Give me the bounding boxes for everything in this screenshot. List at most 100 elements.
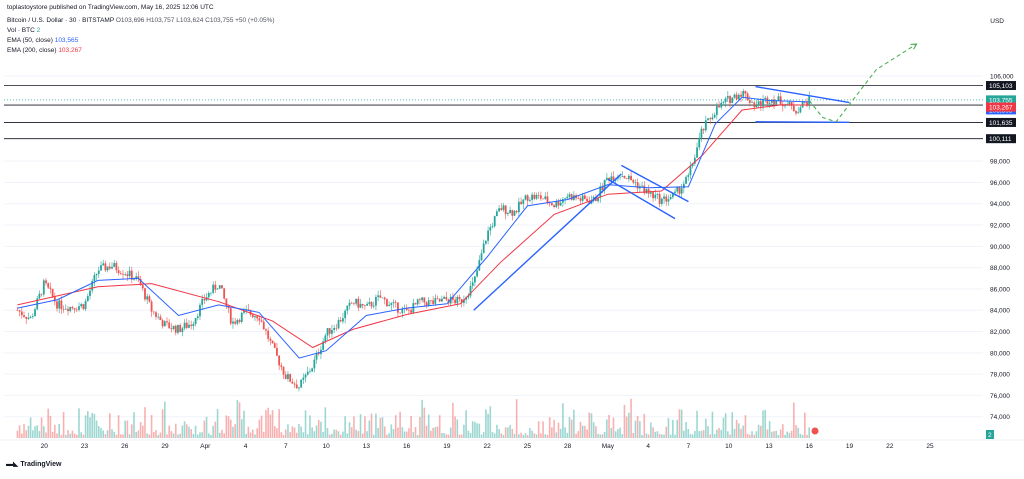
volume-bar <box>601 434 604 438</box>
volume-bar <box>306 434 309 438</box>
volume-bar <box>280 432 283 438</box>
candle-body <box>504 205 507 215</box>
candle-body <box>214 284 217 290</box>
candle-body <box>75 309 78 311</box>
volume-bar <box>546 434 549 438</box>
volume-bar <box>256 428 258 438</box>
candle-body <box>249 310 252 315</box>
candle-body <box>597 197 599 202</box>
volume-bar <box>614 431 617 438</box>
ohlc-values: O103,696 H103,757 L103,624 C103,755 +50 … <box>115 17 275 24</box>
candle-body <box>179 324 182 332</box>
volume-bar <box>529 427 531 438</box>
price-label-text: 103,267 <box>989 105 1013 112</box>
candle-body <box>740 94 742 97</box>
candle-body <box>31 316 34 317</box>
volume-bar <box>661 434 663 438</box>
candle-body <box>564 198 566 200</box>
candle-body <box>47 283 50 288</box>
candle-body <box>126 274 129 277</box>
price-tick-label: 78,000 <box>990 372 1010 379</box>
candle-body <box>720 102 723 108</box>
price-label-text: 101,635 <box>989 120 1013 127</box>
ema200-legend[interactable]: EMA (200, close) 103,267 <box>7 47 82 55</box>
volume-bar <box>630 398 632 438</box>
volume-bar <box>808 427 811 438</box>
volume-bar <box>49 415 52 438</box>
volume-bar <box>535 434 538 438</box>
publisher-text: toplastoystore published on TradingView.… <box>7 4 214 11</box>
candle-body <box>487 230 489 241</box>
grid <box>4 75 983 418</box>
candle-body <box>698 137 701 148</box>
time-tick-label: 16 <box>806 443 814 450</box>
price-label-hline: 101,635 <box>986 117 1016 127</box>
volume-bar <box>757 424 760 438</box>
ema50-legend[interactable]: EMA (50, close) 103,565 <box>7 37 78 45</box>
volume-bar <box>421 399 423 438</box>
candle-body <box>234 321 237 324</box>
volume-bar <box>254 434 256 438</box>
candle-body <box>495 211 498 217</box>
volume-bar <box>665 426 668 438</box>
volume-bar <box>702 430 705 438</box>
volume-bar <box>713 434 716 438</box>
volume-legend[interactable]: Vol · BTC 2 <box>7 27 40 35</box>
volume-bar <box>782 424 784 438</box>
candle-body <box>500 208 503 210</box>
volume-bar <box>522 434 525 438</box>
candle-body <box>273 343 276 348</box>
volume-bar <box>452 402 454 438</box>
volume-bar <box>69 433 72 438</box>
candle-body <box>366 303 369 306</box>
candle-body <box>324 335 327 342</box>
candle-body <box>128 270 131 277</box>
candle-body <box>467 295 470 298</box>
volume-bar <box>18 425 21 438</box>
volume-bar <box>34 426 36 438</box>
volume-bar <box>788 432 791 438</box>
volume-bar <box>366 431 368 438</box>
candle-body <box>762 99 764 107</box>
currency-selector[interactable]: USD <box>990 18 1004 25</box>
candle-body <box>524 195 527 200</box>
projection-arrowhead <box>910 43 918 50</box>
candle-body <box>300 379 303 388</box>
volume-bar <box>84 415 87 438</box>
candle-body <box>401 308 404 314</box>
volume-bar <box>368 420 371 438</box>
volume-bar <box>302 432 305 438</box>
volume-bar <box>663 434 665 438</box>
candle-body <box>18 310 21 312</box>
volume-bar <box>557 422 560 438</box>
volume-bar <box>405 431 408 438</box>
volume-bar <box>652 427 654 438</box>
volume-bar <box>696 410 698 438</box>
volume-bar <box>738 423 740 438</box>
candle-body <box>520 201 522 204</box>
volume-bar <box>392 429 395 438</box>
volume-bar <box>179 433 181 438</box>
candle-body <box>258 318 261 321</box>
volume-bar <box>507 427 509 438</box>
symbol-name[interactable]: Bitcoin / U.S. Dollar · 30 · BITSTAMP <box>7 17 115 24</box>
candle-body <box>25 316 28 319</box>
volume-bar <box>412 432 415 438</box>
volume-bar <box>370 413 373 438</box>
candle-body <box>557 201 560 206</box>
volume-bar <box>130 424 133 438</box>
volume-bar <box>73 433 76 438</box>
candle-body <box>372 305 375 307</box>
volume-bar <box>779 429 782 438</box>
volume-bar <box>126 420 129 438</box>
volume-bar <box>760 425 762 438</box>
volume-bar <box>500 433 503 438</box>
candle-body <box>566 196 569 199</box>
price-tick-label: 90,000 <box>990 244 1010 251</box>
volume-bar <box>106 430 109 438</box>
volume-bar <box>51 431 54 438</box>
volume-bar <box>474 421 476 438</box>
candle-body <box>388 304 391 307</box>
